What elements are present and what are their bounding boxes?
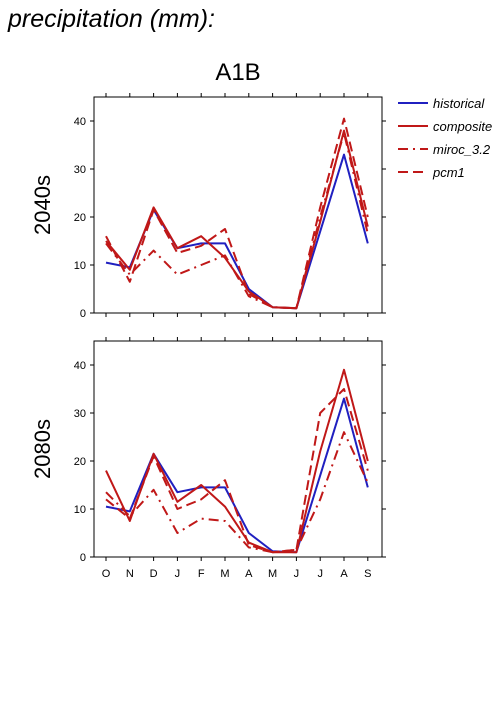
chart-title: A1B	[215, 59, 260, 86]
x-tick-label: N	[126, 568, 134, 580]
series-line-composite	[105, 368, 369, 554]
plot-frame	[93, 96, 383, 314]
legend-label: historical	[433, 96, 485, 111]
legend-label: pcm1	[433, 165, 465, 180]
series-line-pcm1	[105, 117, 369, 310]
y-tick-label: 30	[74, 164, 86, 176]
x-tick-label: M	[220, 568, 229, 580]
panel-label: 2080s	[30, 419, 55, 479]
y-tick-label: 40	[74, 116, 86, 128]
y-tick-label: 10	[74, 504, 86, 516]
legend-swatch-composite	[398, 125, 428, 127]
y-tick-label: 30	[74, 408, 86, 420]
series-line-miroc-3-2	[105, 132, 369, 310]
legend-swatch-miroc	[398, 148, 428, 150]
x-tick-label: J	[175, 568, 181, 580]
x-tick-label: S	[364, 568, 371, 580]
panel-label: 2040s	[30, 175, 55, 235]
y-tick-label: 40	[74, 360, 86, 372]
legend-label: miroc_3.2	[433, 142, 491, 157]
y-tick-label: 0	[80, 552, 86, 564]
legend-swatch-pcm1	[398, 171, 428, 173]
y-tick-label: 10	[74, 260, 86, 272]
series-line-composite	[105, 129, 369, 310]
x-tick-label: J	[317, 568, 323, 580]
x-tick-label: A	[340, 568, 348, 580]
x-tick-label: M	[268, 568, 277, 580]
y-tick-label: 0	[80, 308, 86, 320]
series-line-pcm1	[105, 388, 369, 554]
page-title: precipitation (mm):	[8, 5, 215, 33]
y-tick-label: 20	[74, 456, 86, 468]
plot-frame	[93, 340, 383, 558]
legend-swatch-historical	[398, 102, 428, 104]
y-tick-label: 20	[74, 212, 86, 224]
x-tick-label: A	[245, 568, 253, 580]
x-tick-label: J	[294, 568, 300, 580]
x-tick-label: D	[150, 568, 158, 580]
x-tick-label: F	[198, 568, 205, 580]
legend-label: composite	[433, 119, 493, 134]
x-tick-label: O	[102, 568, 111, 580]
